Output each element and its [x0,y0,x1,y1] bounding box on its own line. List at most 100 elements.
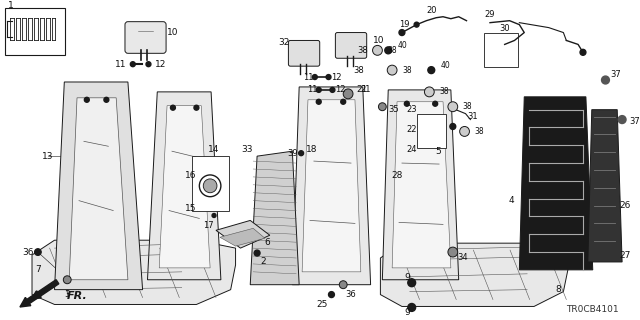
Text: 10: 10 [372,36,384,45]
Text: 9: 9 [404,308,410,317]
Text: FR.: FR. [67,291,88,300]
Circle shape [254,250,260,256]
Circle shape [35,249,42,256]
Circle shape [343,89,353,99]
Polygon shape [147,92,221,280]
Circle shape [460,126,470,136]
Text: 10: 10 [167,28,179,37]
Text: 38: 38 [439,87,449,96]
Text: 29: 29 [484,10,495,19]
Bar [417,114,446,148]
Circle shape [385,47,392,54]
Circle shape [414,22,419,27]
Text: 15: 15 [185,204,196,213]
FancyBboxPatch shape [125,22,166,53]
Text: 31: 31 [467,112,477,121]
Text: 5: 5 [435,147,441,156]
Polygon shape [392,102,451,268]
Circle shape [399,29,405,36]
Text: 37: 37 [610,69,621,79]
Circle shape [448,247,458,257]
Text: 21: 21 [356,85,367,94]
Text: 14: 14 [209,145,220,154]
Text: 28: 28 [391,172,403,180]
Circle shape [316,99,321,104]
FancyArrow shape [20,280,59,307]
Text: 39: 39 [287,149,298,158]
Circle shape [372,45,382,55]
Text: 7: 7 [35,265,41,274]
Text: 25: 25 [316,300,328,309]
Text: 22: 22 [406,125,417,134]
Polygon shape [220,228,265,246]
Circle shape [340,99,346,104]
Text: 26: 26 [620,201,631,210]
Circle shape [199,175,221,197]
Circle shape [212,213,216,218]
Text: 12: 12 [331,73,342,82]
Circle shape [424,87,434,97]
Bar [4,8,65,55]
Circle shape [404,101,409,106]
Circle shape [146,62,151,67]
Circle shape [428,67,435,74]
Polygon shape [69,98,128,280]
Text: 1: 1 [8,1,13,10]
Text: 23: 23 [406,105,417,114]
Polygon shape [302,100,361,272]
Text: 24: 24 [406,145,417,154]
Bar [484,33,518,67]
Circle shape [339,281,347,289]
Text: 35: 35 [388,105,399,114]
Text: 11: 11 [303,73,313,82]
Text: 12: 12 [335,85,346,94]
Text: 33: 33 [241,145,253,154]
Circle shape [316,87,321,92]
Text: 20: 20 [426,6,436,15]
Circle shape [299,151,303,156]
Text: TR0CB4101: TR0CB4101 [566,305,619,314]
Text: 37: 37 [629,117,640,126]
Text: 18: 18 [306,145,317,154]
Circle shape [387,65,397,75]
Circle shape [580,49,586,55]
Text: 40: 40 [398,41,408,50]
Circle shape [104,97,109,102]
Text: 9: 9 [404,273,410,282]
Text: 38: 38 [463,102,472,111]
Polygon shape [216,220,270,248]
Text: 12: 12 [156,60,166,69]
Text: 21: 21 [361,85,371,94]
Text: 40: 40 [441,61,451,70]
Polygon shape [32,240,236,304]
Text: 11: 11 [115,60,126,69]
Circle shape [602,76,609,84]
Text: 19: 19 [399,20,409,29]
Text: 13: 13 [42,152,53,161]
Circle shape [204,179,217,193]
Text: 11: 11 [307,85,317,94]
Text: 36: 36 [346,290,356,299]
Bar [191,156,228,211]
Text: 3: 3 [65,290,70,299]
FancyBboxPatch shape [335,33,367,58]
Polygon shape [292,87,371,285]
Circle shape [330,87,335,92]
FancyBboxPatch shape [289,40,320,66]
Polygon shape [382,90,459,280]
Text: 38: 38 [353,66,364,75]
Polygon shape [54,82,143,290]
Circle shape [63,276,71,284]
Text: 4: 4 [509,196,515,205]
Text: 32: 32 [278,38,289,47]
Text: 36: 36 [22,248,34,257]
Text: 34: 34 [458,253,468,262]
Text: 30: 30 [499,24,510,33]
Polygon shape [159,106,210,268]
Text: 17: 17 [203,221,214,230]
Circle shape [448,102,458,112]
Circle shape [328,292,335,298]
Circle shape [378,103,387,111]
Circle shape [131,62,135,67]
Circle shape [618,116,626,124]
